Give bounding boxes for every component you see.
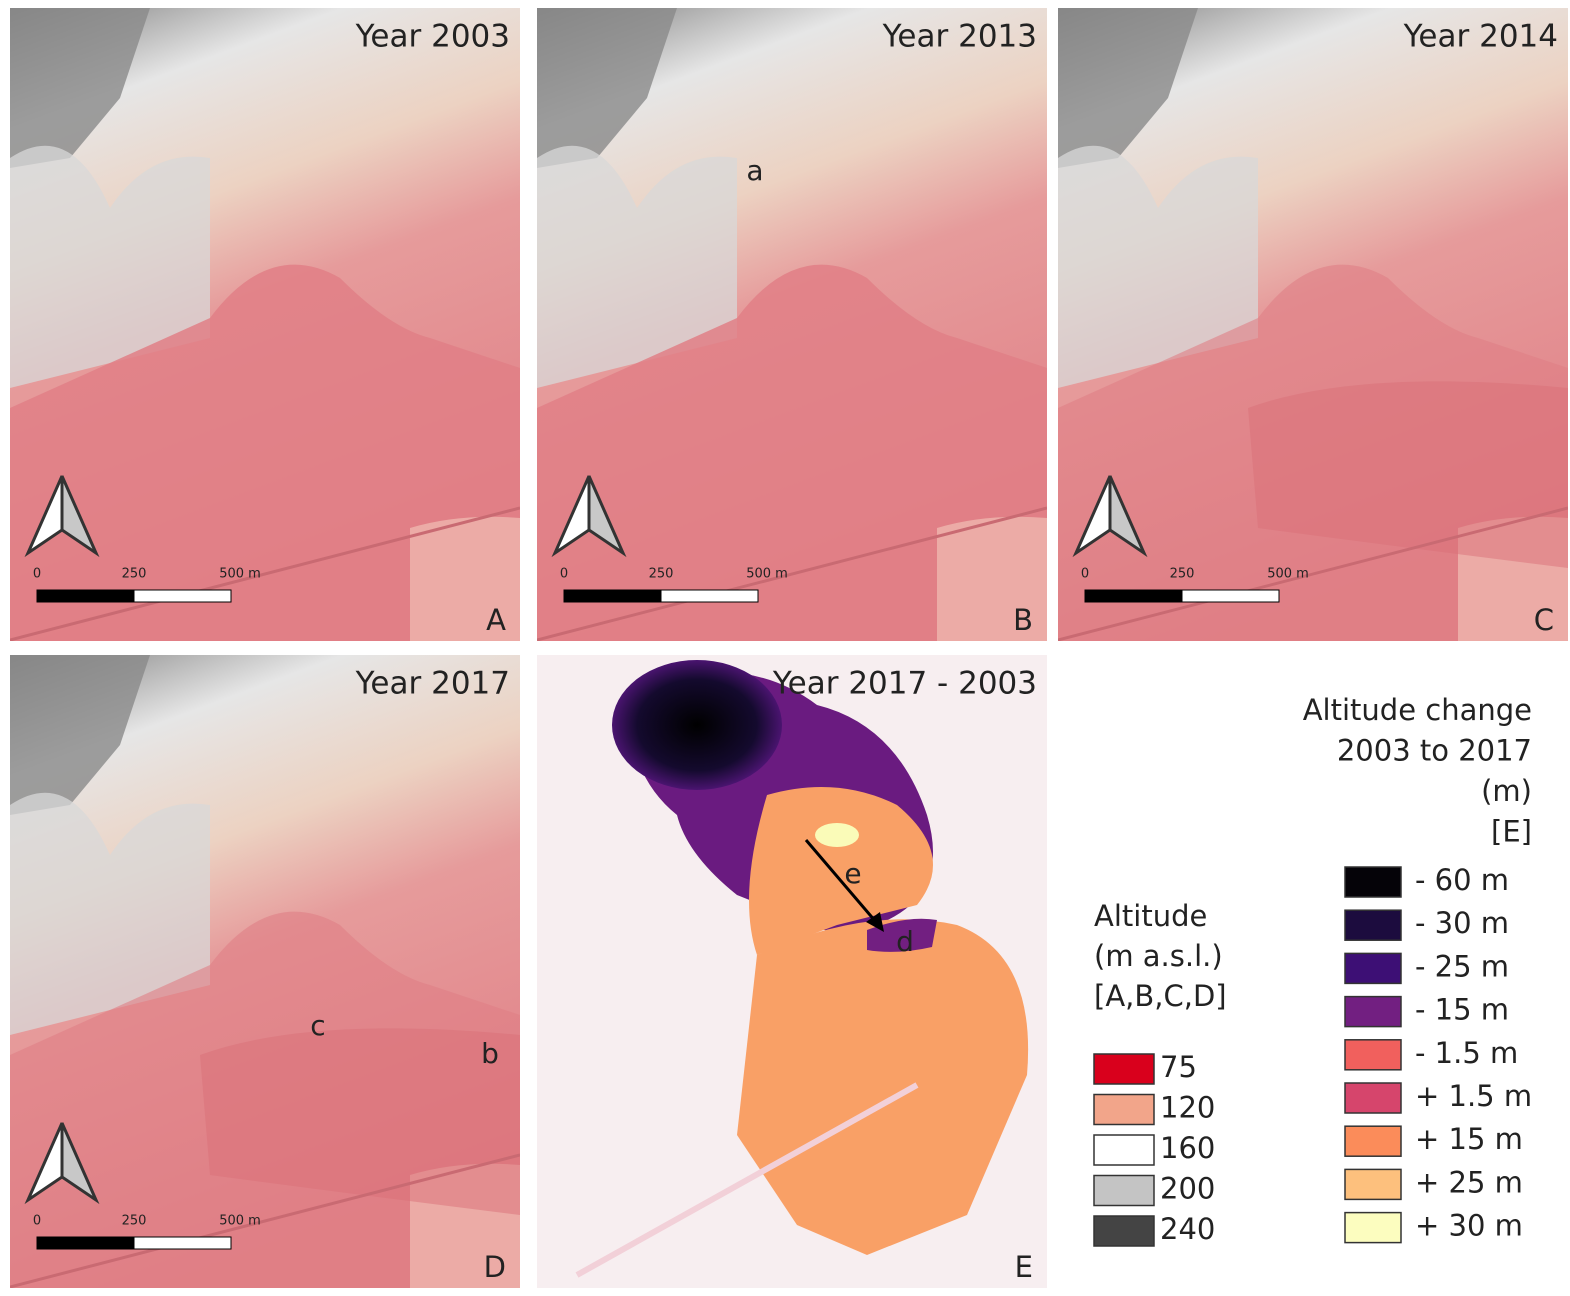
panel-letter: B	[1013, 603, 1033, 637]
legend-title: 2003 to 2017	[1337, 734, 1532, 768]
map-panel: Year 2003 A 0 250 500 m	[10, 8, 520, 641]
figure: Year 2003A0250500 mYear 2013B0250500 mYe…	[0, 0, 1570, 1296]
legend-label: - 30 m	[1415, 906, 1509, 940]
scale-bar	[37, 1237, 134, 1249]
scale-bar	[661, 590, 758, 602]
annotation: a	[746, 154, 763, 187]
panel-title: Year 2017 - 2003	[772, 666, 1037, 702]
panel-letter: E	[1015, 1250, 1033, 1284]
scale-label: 250	[122, 1214, 147, 1229]
legend-label: 240	[1160, 1212, 1215, 1246]
legend-swatch	[1345, 953, 1401, 983]
legend-swatch	[1094, 1176, 1154, 1206]
legend-swatch	[1345, 1040, 1401, 1070]
annotation: b	[481, 1037, 499, 1070]
legend-title: Altitude change	[1303, 693, 1532, 727]
legend-swatch	[1345, 867, 1401, 897]
panel-title: Year 2017	[355, 666, 510, 702]
legend-label: + 1.5 m	[1415, 1079, 1532, 1113]
legend-label: + 15 m	[1415, 1122, 1523, 1156]
scale-label: 250	[649, 567, 674, 582]
legend-label: 120	[1160, 1091, 1215, 1125]
scale-label: 250	[122, 567, 147, 582]
scale-bar	[564, 590, 661, 602]
loss-core	[612, 660, 782, 790]
legend-title: Altitude	[1094, 899, 1207, 933]
map-panel: Year 2017 D 0 250 500 m	[10, 655, 520, 1288]
scale-label: 250	[1170, 567, 1195, 582]
legend-label: - 25 m	[1415, 949, 1509, 983]
panel-title: Year 2014	[1403, 19, 1558, 55]
scale-label: 500 m	[746, 567, 788, 582]
panel-letter: C	[1534, 603, 1554, 637]
legend-label: + 25 m	[1415, 1165, 1523, 1199]
panel-letter: D	[484, 1250, 506, 1284]
scale-bar	[1085, 590, 1182, 602]
scale-label: 500 m	[219, 567, 261, 582]
legend-swatch	[1345, 1126, 1401, 1156]
scale-label: 0	[33, 1214, 41, 1229]
legend-swatch	[1345, 997, 1401, 1027]
legend-title: (m)	[1481, 774, 1532, 808]
panel-title: Year 2013	[882, 19, 1037, 55]
legend-swatch	[1345, 1169, 1401, 1199]
annotation: c	[310, 1009, 325, 1042]
legend-title: [A,B,C,D]	[1094, 979, 1227, 1013]
scale-bar	[134, 590, 231, 602]
gain-peak	[815, 823, 859, 847]
legend-swatch	[1345, 910, 1401, 940]
annotation: e	[844, 857, 861, 890]
legends: Altitude (m a.s.l.) [A,B,C,D] 75 120 160 200 24…	[1094, 693, 1532, 1246]
scale-label: 500 m	[1267, 567, 1309, 582]
legend-label: - 60 m	[1415, 863, 1509, 897]
map-panel: Year 2014 C 0 250 500 m	[1058, 8, 1568, 641]
scale-bar	[134, 1237, 231, 1249]
legend-title: [E]	[1491, 815, 1532, 849]
legend-swatch	[1094, 1135, 1154, 1165]
legend-label: 75	[1160, 1050, 1197, 1084]
scale-bar	[1182, 590, 1279, 602]
legend-swatch	[1345, 1083, 1401, 1113]
legend-swatch	[1345, 1213, 1401, 1243]
legend-swatch	[1094, 1054, 1154, 1084]
legend-swatch	[1094, 1095, 1154, 1125]
legend-label: 200	[1160, 1172, 1215, 1206]
scale-label: 0	[33, 567, 41, 582]
map-image	[537, 655, 1047, 1288]
legend-label: + 30 m	[1415, 1209, 1523, 1243]
annotation: d	[896, 925, 914, 958]
scale-label: 0	[1081, 567, 1089, 582]
legend-label: - 15 m	[1415, 993, 1509, 1027]
scale-bar	[37, 590, 134, 602]
page: Year 2003A0250500 mYear 2013B0250500 mYe…	[0, 0, 1570, 1296]
scale-label: 0	[560, 567, 568, 582]
legend-swatch	[1094, 1216, 1154, 1246]
legend-label: - 1.5 m	[1415, 1036, 1518, 1070]
map-panel: Year 2017 - 2003 E	[537, 655, 1047, 1288]
panel-letter: A	[486, 603, 506, 637]
map-panel: Year 2013 B 0 250 500 m	[537, 8, 1047, 641]
panel-title: Year 2003	[355, 19, 510, 55]
scale-label: 500 m	[219, 1214, 261, 1229]
legend-title: (m a.s.l.)	[1094, 939, 1223, 973]
legend-label: 160	[1160, 1131, 1215, 1165]
